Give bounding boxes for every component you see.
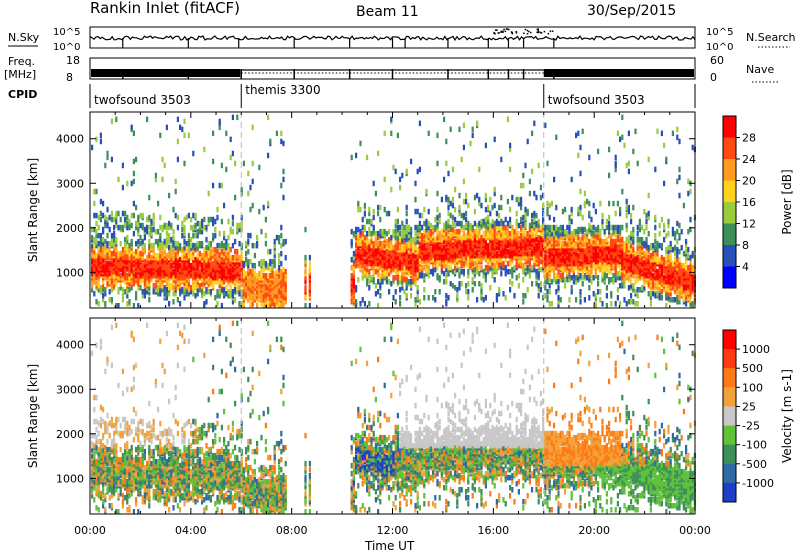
y-tick-label: 2000 — [56, 428, 84, 441]
colorbar-tick-label: -25 — [742, 420, 760, 433]
freq-panel — [89, 57, 696, 80]
power-colorbar: 28 24 20 16 12 8 4 Power [dB] — [722, 115, 794, 289]
x-tick-label: 20:00 — [578, 524, 610, 537]
y-tick-label: 2000 — [56, 222, 84, 235]
colorbar-tick-label: 4 — [742, 261, 749, 274]
nsearch-tick-bottom: 10^0 — [706, 42, 733, 53]
colorbar-tick-label: 28 — [742, 132, 756, 145]
x-axis-label: Time UT — [364, 539, 415, 553]
nsky-panel — [89, 26, 696, 49]
cpid-segment-label: twofsound 3503 — [94, 93, 191, 107]
nave-label: Nave — [746, 63, 774, 76]
colorbar-tick-label: 20 — [742, 175, 756, 188]
colorbar-tick-label: 12 — [742, 218, 756, 231]
colorbar-tick-label: 500 — [742, 362, 763, 375]
colorbar-tick-label: 25 — [742, 400, 756, 413]
cpid-row: twofsound 3503 themis 3300 twofsound 3503 — [89, 83, 696, 108]
y-tick-label: 3000 — [56, 177, 84, 190]
freq-label: Freq. — [8, 55, 35, 68]
velocity-panel: 1000 2000 3000 4000 Slant Range [km] — [26, 317, 696, 515]
x-tick-label: 04:00 — [175, 524, 207, 537]
power-panel: 1000 2000 3000 4000 Slant Range [km] — [26, 111, 696, 309]
velocity-colorbar: 1000 500 100 25 -25 -100 -500 -1000 Velocity [m … — [722, 329, 794, 503]
y-tick-label: 1000 — [56, 266, 84, 279]
y-axis-label: Slant Range [km] — [26, 364, 40, 468]
x-tick-label: 16:00 — [477, 524, 509, 537]
nave-tick-bottom: 0 — [710, 71, 717, 84]
cpid-label: CPID — [8, 88, 37, 101]
freq-unit-label: [MHz] — [4, 68, 36, 81]
nsky-tick-top: 10^5 — [53, 27, 80, 38]
figure-title: Rankin Inlet (fitACF) — [90, 0, 240, 17]
colorbar-tick-label: -1000 — [742, 477, 774, 490]
colorbar-tick-label: -100 — [742, 439, 767, 452]
y-tick-label: 3000 — [56, 383, 84, 396]
colorbar-tick-label: 1000 — [742, 343, 770, 356]
colorbar-label: Power [dB] — [780, 169, 794, 234]
y-tick-label: 4000 — [56, 133, 84, 146]
nsearch-tick-top: 10^5 — [706, 27, 733, 38]
colorbar-tick-label: 8 — [742, 239, 749, 252]
beam-label: Beam 11 — [356, 4, 419, 20]
x-tick-label: 00:00 — [74, 524, 106, 537]
nsky-tick-bottom: 10^0 — [53, 42, 80, 53]
nave-tick-top: 60 — [710, 54, 724, 67]
y-axis-label: Slant Range [km] — [26, 158, 40, 262]
date-label: 30/Sep/2015 — [587, 3, 676, 19]
time-axis: 00:00 04:00 08:00 12:00 16:00 20:00 00:00 — [74, 524, 711, 537]
colorbar-tick-label: 16 — [742, 196, 756, 209]
colorbar-tick-label: -500 — [742, 458, 767, 471]
y-tick-label: 1000 — [56, 472, 84, 485]
nsky-label: N.Sky — [8, 31, 40, 44]
colorbar-tick-label: 100 — [742, 381, 763, 394]
x-tick-label: 00:00 — [679, 524, 711, 537]
y-tick-label: 4000 — [56, 339, 84, 352]
cpid-segment-label: themis 3300 — [245, 83, 320, 97]
x-tick-label: 12:00 — [377, 524, 409, 537]
freq-tick-bottom: 8 — [66, 71, 73, 84]
x-tick-label: 08:00 — [276, 524, 308, 537]
freq-tick-top: 18 — [66, 54, 80, 67]
nsearch-label: N.Search — [746, 31, 796, 44]
cpid-segment-label: twofsound 3503 — [548, 93, 645, 107]
colorbar-tick-label: 24 — [742, 153, 756, 166]
colorbar-label: Velocity [m s-1] — [780, 369, 794, 463]
